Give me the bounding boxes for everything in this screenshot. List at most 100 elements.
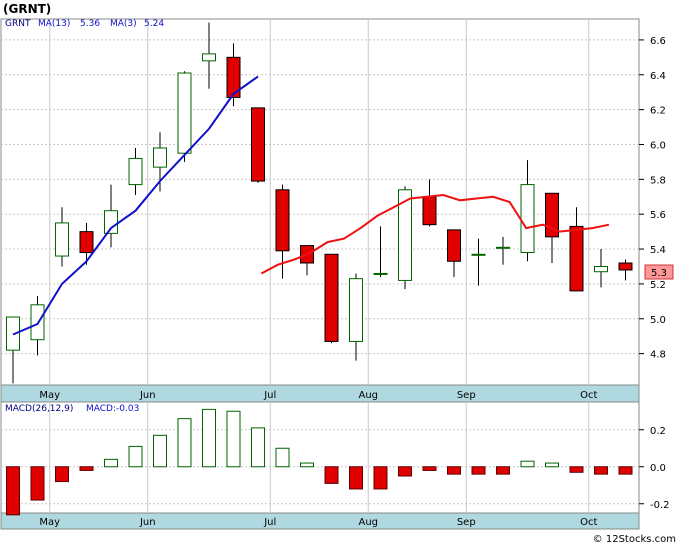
month-label: Jun: [139, 390, 156, 401]
macd-bar-positive: [153, 434, 167, 468]
price-tick-label: 6.0: [650, 140, 666, 151]
candle-body-up: [496, 246, 510, 249]
candle-body-up: [55, 222, 69, 257]
candle: [202, 22, 216, 89]
candle: [569, 207, 584, 292]
macd-bar-negative: [618, 466, 633, 475]
candle-body-up: [349, 278, 363, 342]
candle: [104, 184, 118, 248]
month-label: Jul: [263, 517, 276, 528]
macd-histogram: [6, 408, 633, 516]
candle: [618, 259, 633, 281]
legend-ma3-label: MA(3): [110, 19, 137, 29]
price-tick-label: 5.4: [650, 245, 666, 256]
candle: [177, 71, 192, 162]
macd-grid: [1, 402, 639, 513]
candle: [324, 253, 339, 344]
price-month-band: [0, 384, 640, 403]
legend-symbol: GRNT: [5, 19, 31, 29]
last-price-label: 5.3: [651, 268, 667, 279]
macd-bar-positive: [545, 462, 559, 468]
price-tick-label: 6.4: [650, 71, 666, 82]
macd-bar-negative: [6, 466, 20, 516]
candle-body-down: [422, 196, 437, 226]
month-label: Aug: [358, 390, 378, 401]
candle-body-down: [447, 229, 461, 262]
macd-bar-negative: [422, 466, 437, 471]
macd-bar-negative: [55, 466, 69, 483]
legend-ma3-value: 5.24: [144, 19, 164, 29]
macd-bar-positive: [520, 460, 535, 468]
macd-legend-value: MACD:-0.03: [86, 404, 139, 414]
macd-legend-label: MACD(26,12,9): [5, 404, 73, 414]
macd-tick-label: 0.0: [650, 463, 666, 474]
moving-average-lines: [12, 75, 610, 336]
candle-body-down: [275, 189, 290, 252]
candle: [447, 229, 461, 277]
candle-body-down: [569, 225, 584, 292]
month-label: May: [39, 517, 60, 528]
month-axis-bottom: May Jun Jul Aug Sep Oct: [39, 517, 597, 528]
candle: [79, 222, 94, 265]
candle-body-down: [226, 56, 241, 98]
macd-bar-negative: [349, 466, 363, 490]
candle: [226, 43, 241, 107]
candle: [594, 249, 608, 288]
macd-bar-negative: [398, 466, 412, 477]
watermark: © 12Stocks.com: [593, 534, 676, 545]
macd-bar-negative: [30, 466, 45, 501]
candle-body-up: [202, 53, 216, 62]
month-label: Jun: [139, 517, 156, 528]
candle: [128, 147, 143, 196]
price-grid: [1, 19, 639, 385]
candle-body-up: [398, 189, 412, 281]
month-label: Aug: [358, 517, 378, 528]
candle-body-down: [545, 192, 559, 238]
macd-tick-label: -0.2: [650, 500, 670, 511]
candle: [398, 186, 412, 290]
candle-body-up: [471, 253, 486, 256]
legend-ma13-value: 5.36: [80, 19, 100, 29]
candlestick-series: [6, 22, 633, 384]
candle: [55, 207, 69, 267]
macd-y-axis: 0.2 0.0 -0.2: [639, 426, 670, 511]
candle-body-up: [594, 265, 608, 273]
candle-body-down: [324, 253, 339, 342]
price-y-axis: 6.6 6.4 6.2 6.0 5.8 5.6 5.4 5.2 5.0 4.8: [639, 36, 666, 361]
macd-month-band: [0, 512, 640, 530]
price-tick-label: 6.2: [650, 106, 666, 117]
month-label: Oct: [580, 517, 597, 528]
macd-bar-positive: [275, 447, 290, 468]
month-label: Sep: [457, 390, 476, 401]
macd-bar-negative: [324, 466, 339, 484]
macd-panel: [0, 401, 640, 514]
candle: [349, 273, 363, 361]
macd-bar-positive: [104, 458, 118, 468]
macd-bar-positive: [128, 445, 143, 468]
candle-body-up: [373, 272, 388, 275]
month-label: Sep: [457, 517, 476, 528]
candle: [471, 238, 486, 286]
legend-ma13-label: MA(13): [38, 19, 70, 29]
ma-line: [260, 193, 610, 275]
macd-bar-negative: [447, 466, 461, 475]
month-axis-top: May Jun Jul Aug Sep Oct: [39, 390, 597, 401]
macd-bar-negative: [569, 466, 584, 473]
chart-title: (GRNT): [3, 2, 51, 16]
price-tick-label: 4.8: [650, 350, 666, 361]
month-label: Oct: [580, 390, 597, 401]
macd-bar-negative: [373, 466, 388, 490]
candle-body-up: [520, 184, 535, 254]
macd-bar-negative: [594, 466, 608, 475]
candle-body-up: [104, 210, 118, 234]
candle-body-up: [128, 157, 143, 186]
price-tick-label: 5.6: [650, 210, 666, 221]
macd-bar-negative: [496, 466, 510, 475]
ma-line: [12, 75, 259, 336]
candle: [496, 236, 510, 265]
macd-bar-negative: [471, 466, 486, 475]
last-price-box: [644, 264, 674, 280]
candle-body-down: [79, 231, 94, 254]
macd-legend: MACD(26,12,9) MACD:-0.03: [5, 404, 139, 414]
